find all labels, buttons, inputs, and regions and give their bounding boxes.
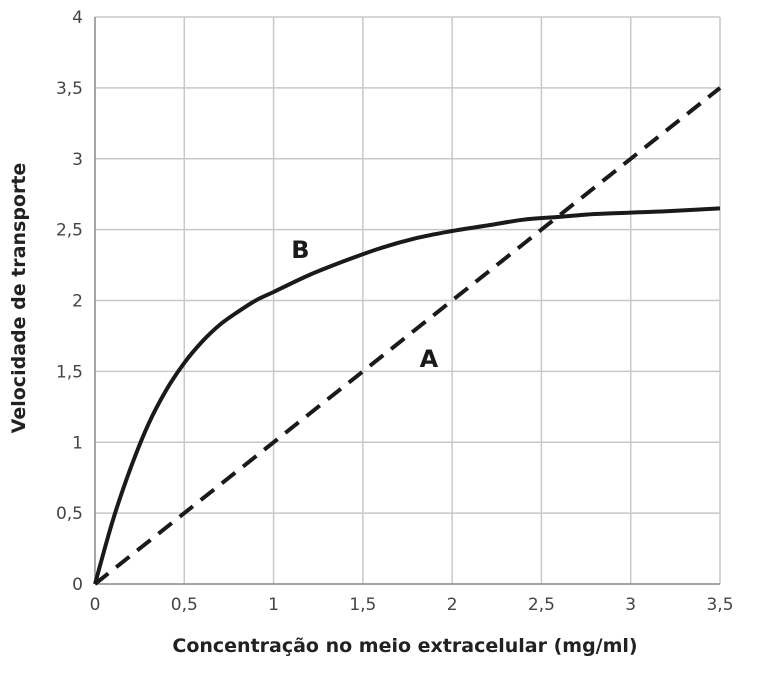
- y-tick-label: 0: [72, 575, 83, 595]
- x-axis-ticks: 0 0,5 1 1,5 2 2,5 3 3,5: [90, 595, 734, 615]
- y-axis-title: Velocidade de transporte: [8, 163, 30, 434]
- x-axis-title: Concentração no meio extracelular (mg/ml…: [172, 635, 637, 657]
- y-axis-ticks: 0 0,5 1 1,5 2 2,5 3 3,5 4: [56, 8, 83, 595]
- y-tick-label: 1: [72, 433, 83, 453]
- x-tick-label: 3: [625, 595, 636, 615]
- curve-label-b: B: [291, 236, 309, 264]
- x-tick-label: 1: [268, 595, 279, 615]
- curve-annotations: BA: [291, 236, 438, 373]
- x-tick-label: 2: [447, 595, 458, 615]
- series-line-a: [93, 86, 722, 586]
- y-tick-label: 2: [72, 292, 83, 312]
- y-tick-label: 3: [72, 150, 83, 170]
- x-tick-label: 0: [90, 595, 101, 615]
- plot-frame: [94, 17, 720, 585]
- curve-label-a: A: [420, 345, 439, 373]
- y-tick-label: 3,5: [56, 79, 83, 99]
- x-tick-label: 3,5: [706, 595, 733, 615]
- y-tick-label: 0,5: [56, 504, 83, 524]
- y-tick-label: 2,5: [56, 221, 83, 241]
- grid: [95, 16, 721, 584]
- x-tick-label: 1,5: [349, 595, 376, 615]
- series-lines: [93, 86, 722, 586]
- x-tick-label: 0,5: [171, 595, 198, 615]
- series-line-b: [93, 206, 721, 585]
- y-tick-label: 4: [72, 8, 83, 28]
- y-tick-label: 1,5: [56, 362, 83, 382]
- x-tick-label: 2,5: [528, 595, 555, 615]
